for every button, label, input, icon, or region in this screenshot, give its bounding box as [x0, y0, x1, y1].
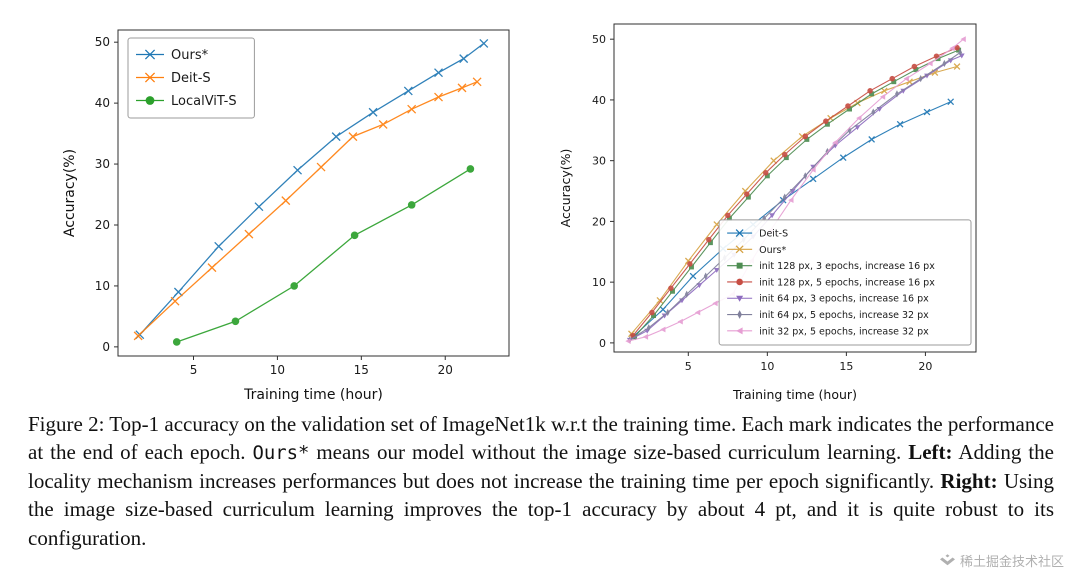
series-localvit-s	[172, 165, 475, 346]
svg-text:15: 15	[839, 360, 853, 373]
svg-text:10: 10	[760, 360, 774, 373]
x-axis: 5 10 15 20	[685, 352, 932, 373]
x-axis-label: Training time (hour)	[732, 387, 857, 402]
series-init-64-px-5-epochs-increase-32-px	[627, 48, 963, 344]
svg-text:50: 50	[95, 35, 110, 49]
svg-text:0: 0	[599, 337, 606, 350]
svg-text:10: 10	[270, 363, 285, 377]
svg-text:Deit-S: Deit-S	[171, 71, 211, 86]
svg-text:Ours*: Ours*	[171, 48, 209, 63]
watermark: 稀土掘金技术社区	[939, 551, 1064, 570]
svg-text:init 64 px, 3 epochs, increase: init 64 px, 3 epochs, increase 16 px	[759, 294, 929, 305]
caption-right-label: Right:	[940, 468, 998, 493]
svg-text:Ours*: Ours*	[759, 245, 786, 256]
y-axis: 0 10 20 30 40 50	[592, 33, 614, 350]
left-chart: 5 10 15 20 0 10 20 30 40 50 Training time (hour) Ac…	[52, 10, 527, 412]
svg-text:5: 5	[685, 360, 692, 373]
chart-right-svg: 5 10 15 20 0 10 20 30 40 50 Training time (hour) Ac…	[558, 23, 977, 402]
svg-text:0: 0	[102, 340, 110, 354]
svg-text:init 64 px, 5 epochs, increase: init 64 px, 5 epochs, increase 32 px	[759, 310, 929, 321]
svg-text:init 128 px, 5 epochs, increas: init 128 px, 5 epochs, increase 16 px	[759, 277, 935, 288]
caption-text: Adding the locality mechanism increases …	[28, 440, 1054, 493]
svg-text:init 128 px, 3 epochs, increas: init 128 px, 3 epochs, increase 16 px	[759, 261, 935, 272]
svg-text:50: 50	[592, 33, 606, 46]
svg-text:20: 20	[592, 215, 606, 228]
caption-text: means our model without the image size-b…	[309, 440, 909, 465]
svg-text:20: 20	[918, 360, 932, 373]
plot-frame	[613, 23, 977, 353]
svg-text:20: 20	[95, 218, 110, 232]
svg-text:LocalViT-S: LocalViT-S	[171, 94, 237, 109]
legend: Ours* Deit-S LocalViT-S	[127, 37, 255, 119]
x-axis: 5 10 15 20	[190, 356, 453, 377]
svg-text:20: 20	[438, 363, 453, 377]
y-axis-label: Accuracy(%)	[62, 149, 78, 237]
y-axis-label: Accuracy(%)	[558, 149, 573, 228]
x-axis-label: Training time (hour)	[243, 387, 383, 403]
svg-text:Deit-S: Deit-S	[759, 228, 788, 239]
svg-text:10: 10	[592, 276, 606, 289]
svg-text:15: 15	[354, 363, 369, 377]
caption-text: Using the image size-based curriculum le…	[28, 468, 1054, 550]
svg-text:40: 40	[592, 94, 606, 107]
right-chart: 5 10 15 20 0 10 20 30 40 50 Training time (hour) Ac…	[558, 8, 990, 412]
svg-text:init 32 px, 5 epochs, increase: init 32 px, 5 epochs, increase 32 px	[759, 326, 929, 337]
caption-text: Figure 2: Top-1 accuracy on the validati…	[28, 412, 1055, 465]
chart-left-svg: 5 10 15 20 0 10 20 30 40 50 Training time (hour) Ac…	[62, 29, 510, 403]
juejin-logo-icon	[939, 554, 955, 567]
svg-text:40: 40	[95, 96, 110, 110]
y-axis: 0 10 20 30 40 50	[95, 35, 118, 354]
svg-text:30: 30	[592, 155, 606, 168]
plot-frame	[117, 29, 510, 357]
watermark-text: 稀土掘金技术社区	[959, 555, 1064, 570]
svg-text:5: 5	[190, 363, 198, 377]
caption-ours-token: Ours*	[252, 442, 310, 465]
figure-caption: Figure 2: Top-1 accuracy on the validati…	[28, 410, 1054, 552]
svg-text:10: 10	[95, 279, 110, 293]
legend: Deit-S Ours* init 128 px, 3 epochs, increa…	[718, 219, 972, 346]
svg-text:30: 30	[95, 157, 110, 171]
series-deit-s	[133, 77, 482, 341]
caption-left-label: Left:	[908, 440, 953, 465]
